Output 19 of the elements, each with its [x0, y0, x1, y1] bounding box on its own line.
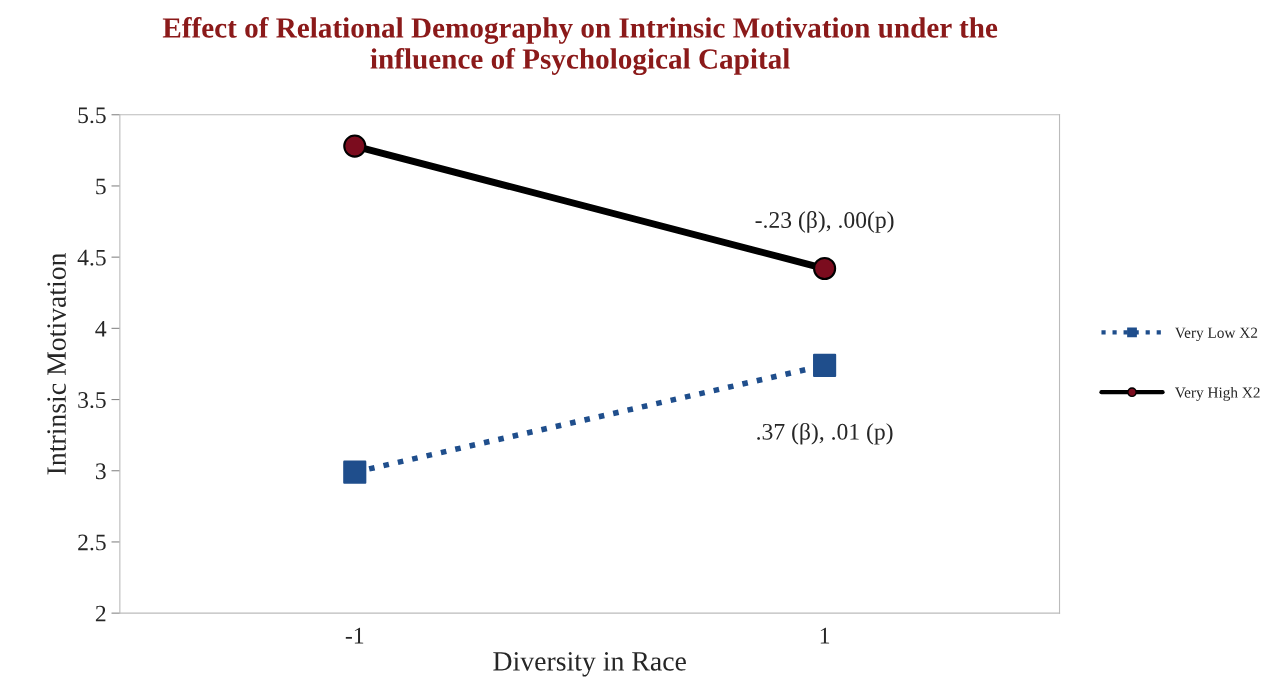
legend-label: Very High X2	[1174, 386, 1260, 401]
point	[343, 460, 367, 484]
x-tick-label: 1	[820, 627, 830, 644]
x-tick-label: -1	[345, 627, 364, 644]
y-tick-label: 5	[96, 178, 106, 195]
y-tick-label: 3.5	[78, 392, 106, 409]
annotation: -.23 (β), .00(p)	[755, 211, 894, 233]
annotation: .37 (β), .01 (p)	[757, 422, 893, 445]
point	[813, 353, 837, 377]
y-tick-label: 3	[95, 463, 106, 480]
y-tick-label: 5.5	[78, 107, 106, 124]
y-tick-label: 2	[95, 605, 106, 622]
y-tick-label: 4	[95, 320, 107, 337]
legend-label: Very Low X2	[1174, 327, 1258, 342]
y-axis-title: Intrinsic Motivation	[47, 252, 66, 475]
y-tick-label: 2.5	[78, 534, 106, 551]
chart-title: Effect of Relational Demography on Intrinsic Motivation under the influence of Psychological Capital	[162, 16, 998, 76]
y-tick-label: 4.5	[77, 249, 106, 266]
x-axis-title: Diversity in Race	[493, 652, 686, 677]
